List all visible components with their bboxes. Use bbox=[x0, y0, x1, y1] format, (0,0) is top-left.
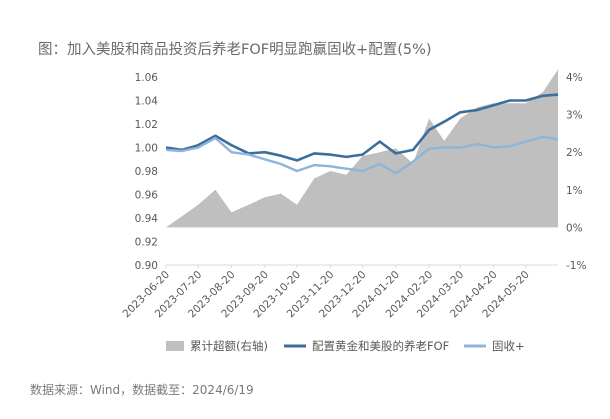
y-left-tick-label: 1.04 bbox=[135, 96, 159, 108]
legend-label: 固收+ bbox=[492, 339, 525, 353]
line-layer bbox=[165, 93, 559, 175]
legend-label: 配置黄金和美股的养老FOF bbox=[312, 339, 449, 353]
y-left-tick-label: 0.90 bbox=[135, 260, 158, 272]
y-right-tick-label: -1% bbox=[566, 260, 586, 272]
y-left-tick-label: 0.94 bbox=[135, 213, 159, 225]
chart-title: 图：加入美股和商品投资后养老FOF明显跑赢固收+配置(5%) bbox=[38, 42, 432, 58]
legend-item-excess: 累计超额(右轴) bbox=[166, 339, 268, 353]
y-right-tick-label: 3% bbox=[566, 110, 583, 122]
y-right-tick-label: 4% bbox=[566, 72, 583, 84]
y-right-tick-label: 0% bbox=[566, 222, 583, 234]
legend: 累计超额(右轴) 配置黄金和美股的养老FOF 固收+ bbox=[166, 339, 525, 353]
legend-swatch bbox=[166, 341, 184, 351]
source-note: 数据来源：Wind，数据截至：2024/6/19 bbox=[30, 383, 254, 397]
legend-item-fof: 配置黄金和美股的养老FOF bbox=[284, 339, 449, 353]
series-fof-line bbox=[165, 93, 559, 162]
y-left-tick-label: 0.92 bbox=[135, 237, 158, 249]
y-left-tick-label: 0.96 bbox=[135, 190, 159, 202]
y-left-tick-label: 0.98 bbox=[135, 166, 158, 178]
legend-item-fixed-income: 固收+ bbox=[464, 339, 525, 353]
y-right-tick-label: 1% bbox=[566, 185, 583, 197]
legend-label: 累计超额(右轴) bbox=[190, 339, 268, 353]
series-excess-area bbox=[166, 69, 558, 228]
y-left-tick-label: 1.02 bbox=[135, 119, 158, 131]
excess-area-layer bbox=[166, 69, 558, 228]
y-left-tick-label: 1.00 bbox=[135, 143, 158, 155]
y-left-tick-label: 1.06 bbox=[135, 72, 159, 84]
series-fixed-income-line bbox=[165, 135, 559, 175]
y-right-tick-label: 2% bbox=[566, 147, 583, 159]
